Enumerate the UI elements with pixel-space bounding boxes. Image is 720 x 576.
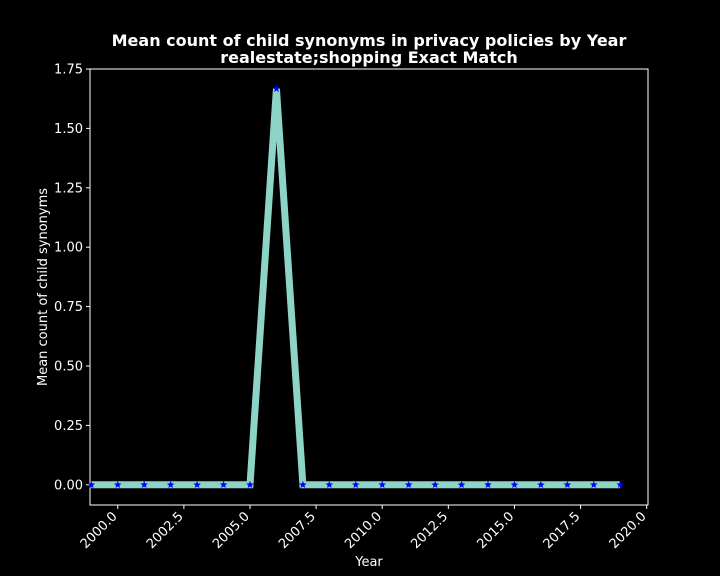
x-tick-label: 2010.0 bbox=[342, 509, 385, 552]
data-point bbox=[537, 480, 545, 489]
data-point bbox=[246, 480, 254, 489]
y-tick-label: 1.50 bbox=[54, 122, 83, 137]
series-markers bbox=[87, 84, 625, 489]
data-point bbox=[87, 480, 96, 489]
y-tick-label: 0.75 bbox=[54, 300, 83, 315]
data-point bbox=[510, 480, 519, 489]
y-tick-label: 1.25 bbox=[54, 181, 83, 196]
series-line bbox=[91, 88, 621, 489]
data-point bbox=[431, 480, 439, 489]
x-axis-label: Year bbox=[354, 555, 383, 570]
data-point bbox=[484, 480, 492, 489]
data-point bbox=[378, 480, 387, 489]
data-point bbox=[219, 480, 228, 489]
x-tick-label: 2015.0 bbox=[474, 509, 517, 552]
data-point bbox=[272, 84, 281, 92]
x-tick-label: 2012.5 bbox=[408, 509, 451, 552]
data-point bbox=[325, 480, 334, 489]
x-axis: 2000.0 2002.5 2005.0 2007.5 2010.0 2012.5 2015… bbox=[78, 505, 650, 552]
x-tick-label: 2005.0 bbox=[210, 509, 253, 552]
data-point bbox=[457, 480, 466, 489]
x-tick-label: 2020.0 bbox=[607, 509, 650, 552]
data-point bbox=[166, 480, 175, 489]
y-tick-label: 1.75 bbox=[54, 63, 83, 78]
data-point bbox=[140, 480, 149, 489]
x-tick-label: 2017.5 bbox=[541, 509, 584, 552]
y-tick-label: 0.00 bbox=[54, 478, 83, 493]
y-axis: 0.00 0.25 0.50 0.75 1.00 1.25 1.50 1.75 bbox=[54, 63, 90, 493]
data-point bbox=[563, 480, 572, 489]
x-tick-label: 2002.5 bbox=[144, 509, 187, 552]
y-axis-label: Mean count of child synonyms bbox=[36, 188, 51, 386]
data-point bbox=[299, 480, 307, 489]
data-point bbox=[351, 480, 360, 489]
y-tick-label: 1.00 bbox=[54, 241, 83, 256]
y-tick-label: 0.25 bbox=[54, 419, 83, 434]
data-point bbox=[193, 480, 201, 489]
data-point bbox=[616, 480, 625, 489]
data-point bbox=[589, 480, 598, 489]
x-tick-label: 2000.0 bbox=[78, 509, 121, 552]
plot-frame bbox=[89, 68, 649, 506]
chart-subtitle: realestate;shopping Exact Match bbox=[220, 48, 517, 67]
chart-title: Mean count of child synonyms in privacy … bbox=[112, 31, 627, 50]
data-point bbox=[404, 480, 413, 489]
data-point bbox=[113, 480, 122, 489]
y-tick-label: 0.50 bbox=[54, 360, 83, 375]
x-tick-label: 2007.5 bbox=[276, 509, 319, 552]
